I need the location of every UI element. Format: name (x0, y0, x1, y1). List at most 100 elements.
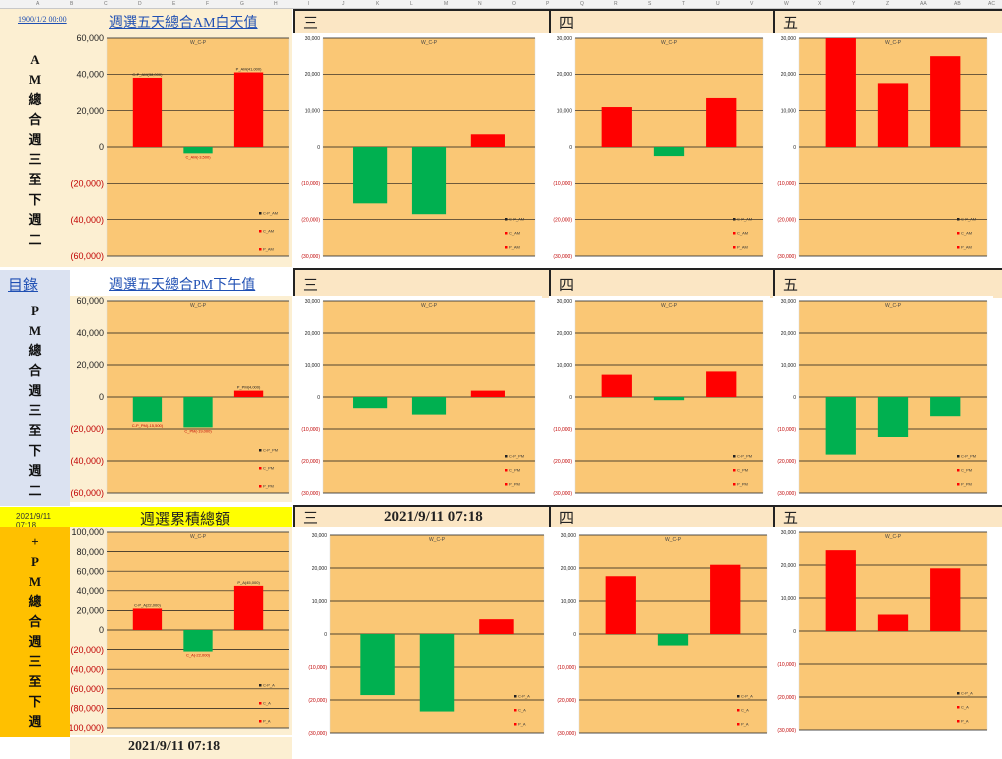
pm-thu-svg[interactable]: 30,000 20,000 10,000 0 (10,000) (20,000) (30,0… (549, 296, 770, 502)
pm-wed-svg[interactable]: 30,000 20,000 10,000 0 (10,000) (20,000) (30,0… (293, 296, 542, 502)
pm-total-chart[interactable]: 60,000 40,000 20,000 0 (20,000) (40,000) (60,0… (70, 296, 292, 502)
pm-corner-link[interactable]: 目錄 (8, 278, 39, 294)
data-label: P_AM(41,000) (236, 67, 262, 72)
column-letter[interactable]: Y (852, 1, 856, 7)
am-thu-svg[interactable]: 30,000 20,000 10,000 0 (10,000) (20,000) (30,0… (549, 33, 770, 267)
am-title-link[interactable]: 週選五天總合AM白天值 (109, 16, 258, 31)
legend-marker (505, 483, 508, 486)
bar-c-p (132, 77, 163, 147)
am-thu-chart[interactable]: 30,000 20,000 10,000 0 (10,000) (20,000) (30,0… (549, 33, 770, 267)
column-letter[interactable]: AC (988, 1, 995, 7)
column-letter[interactable]: U (716, 1, 720, 7)
y-tick-label: 20,000 (305, 72, 321, 78)
am-wed-svg[interactable]: 30,000 20,000 10,000 0 (10,000) (20,000) (30,0… (293, 33, 542, 267)
legend-marker (259, 248, 262, 251)
am-vertical-char: 週 (28, 212, 42, 227)
y-tick-label: (40,000) (70, 456, 104, 466)
legend-marker (259, 720, 262, 723)
column-letter[interactable]: O (512, 1, 516, 7)
legend-entry: C-P_AM (263, 211, 278, 216)
y-tick-label: 20,000 (557, 331, 573, 337)
total-wed-chart[interactable]: 30,000 20,000 10,000 0 (10,000) (20,000) (30,0… (293, 527, 549, 739)
total-thu-svg[interactable]: 30,000 20,000 10,000 0 (10,000) (20,000) (30,0… (549, 527, 773, 739)
column-letter[interactable]: R (614, 1, 618, 7)
column-letter[interactable]: Q (580, 1, 584, 7)
column-letter[interactable]: AB (954, 1, 961, 7)
column-letter[interactable]: E (172, 1, 176, 7)
chart-title: W_C-P (661, 303, 678, 309)
column-letter[interactable]: K (376, 1, 380, 7)
column-letter[interactable]: S (648, 1, 652, 7)
column-letter[interactable]: N (478, 1, 482, 7)
total-vertical-char: + (31, 534, 39, 549)
chart-title: W_C-P (421, 40, 438, 46)
pm-fri-svg[interactable]: 30,000 20,000 10,000 0 (10,000) (20,000) (30,0… (773, 296, 993, 502)
y-tick-label: 20,000 (76, 606, 104, 616)
column-letter[interactable]: B (70, 1, 74, 7)
column-letter[interactable]: A (36, 1, 40, 7)
total-fri-svg[interactable]: 30,000 20,000 10,000 0 (10,000) (20,000) (30,0… (773, 527, 993, 739)
am-corner-text[interactable]: 1900/1/2 00:00 (18, 15, 67, 24)
legend-entry: P_PM (737, 482, 748, 487)
y-tick-label: 30,000 (781, 36, 797, 42)
total-total-svg[interactable]: 100,000 80,000 60,000 40,000 20,000 0 (20,000)… (65, 527, 292, 735)
column-letter[interactable]: J (342, 1, 345, 7)
column-letter[interactable]: C (104, 1, 108, 7)
y-tick-label: 10,000 (557, 363, 573, 369)
column-letter[interactable]: V (750, 1, 754, 7)
pm-total-svg[interactable]: 60,000 40,000 20,000 0 (20,000) (40,000) (60,0… (70, 296, 292, 502)
bar-c-p (601, 107, 632, 147)
column-letter[interactable]: X (818, 1, 822, 7)
y-tick-label: 0 (99, 142, 104, 152)
legend-marker (737, 709, 740, 712)
bar-p (706, 371, 737, 397)
total-wed-svg[interactable]: 30,000 20,000 10,000 0 (10,000) (20,000) (30,0… (293, 527, 549, 739)
am-fri-svg[interactable]: 30,000 20,000 10,000 0 (10,000) (20,000) (30,0… (773, 33, 993, 267)
legend-marker (259, 449, 262, 452)
pm-day-header-wed: 三 (293, 268, 549, 298)
column-letter[interactable]: P (546, 1, 550, 7)
total-total-chart[interactable]: 100,000 80,000 60,000 40,000 20,000 0 (20,000)… (65, 527, 292, 735)
y-tick-label: 10,000 (312, 599, 328, 605)
am-vertical-char: 下 (28, 192, 42, 207)
bar-c (183, 147, 213, 154)
pm-corner-cell[interactable]: 目錄 (0, 270, 70, 296)
total-vertical-char: 合 (28, 614, 42, 629)
am-fri-chart[interactable]: 30,000 20,000 10,000 0 (10,000) (20,000) (30,0… (773, 33, 993, 267)
y-tick-label: 0 (99, 392, 104, 402)
column-letter[interactable]: I (308, 1, 310, 7)
am-total-svg[interactable]: 60,000 40,000 20,000 0 (20,000) (40,000) (60,0… (70, 33, 292, 267)
pm-thu-chart[interactable]: 30,000 20,000 10,000 0 (10,000) (20,000) (30,0… (549, 296, 770, 502)
column-letter[interactable]: G (240, 1, 244, 7)
column-letter[interactable]: AA (920, 1, 927, 7)
column-letter[interactable]: D (138, 1, 142, 7)
total-vertical-char: 三 (28, 654, 42, 669)
data-label: C_AM(-3,500) (185, 154, 211, 159)
column-letter[interactable]: F (206, 1, 210, 7)
total-timestamp-center: 2021/9/11 07:18 (384, 508, 483, 525)
column-letter[interactable]: L (410, 1, 413, 7)
y-tick-label: (20,000) (777, 459, 796, 465)
legend-marker (737, 695, 740, 698)
legend-marker (733, 218, 736, 221)
column-letter[interactable]: W (784, 1, 789, 7)
y-tick-label: 60,000 (76, 296, 104, 306)
am-total-chart[interactable]: 60,000 40,000 20,000 0 (20,000) (40,000) (60,0… (70, 33, 292, 267)
pm-fri-chart[interactable]: 30,000 20,000 10,000 0 (10,000) (20,000) (30,0… (773, 296, 993, 502)
am-corner-cell[interactable]: 1900/1/2 00:00 (0, 9, 70, 33)
column-letter[interactable]: H (274, 1, 278, 7)
pm-vertical-char: 下 (28, 443, 42, 458)
pm-wed-chart[interactable]: 30,000 20,000 10,000 0 (10,000) (20,000) (30,0… (293, 296, 542, 502)
legend-entry: C_A (518, 708, 526, 713)
column-letter[interactable]: M (444, 1, 449, 7)
pm-vertical-char: 三 (28, 403, 42, 418)
total-thu-chart[interactable]: 30,000 20,000 10,000 0 (10,000) (20,000) (30,0… (549, 527, 773, 739)
total-fri-chart[interactable]: 30,000 20,000 10,000 0 (10,000) (20,000) (30,0… (773, 527, 993, 739)
legend-marker (259, 684, 262, 687)
pm-title-link[interactable]: 週選五天總合PM下午值 (109, 278, 256, 293)
column-letter[interactable]: Z (886, 1, 890, 7)
column-letter[interactable]: T (682, 1, 686, 7)
am-wed-chart[interactable]: 30,000 20,000 10,000 0 (10,000) (20,000) (30,0… (293, 33, 542, 267)
legend-entry: P_A (741, 722, 749, 727)
chart-title: W_C-P (885, 40, 902, 46)
